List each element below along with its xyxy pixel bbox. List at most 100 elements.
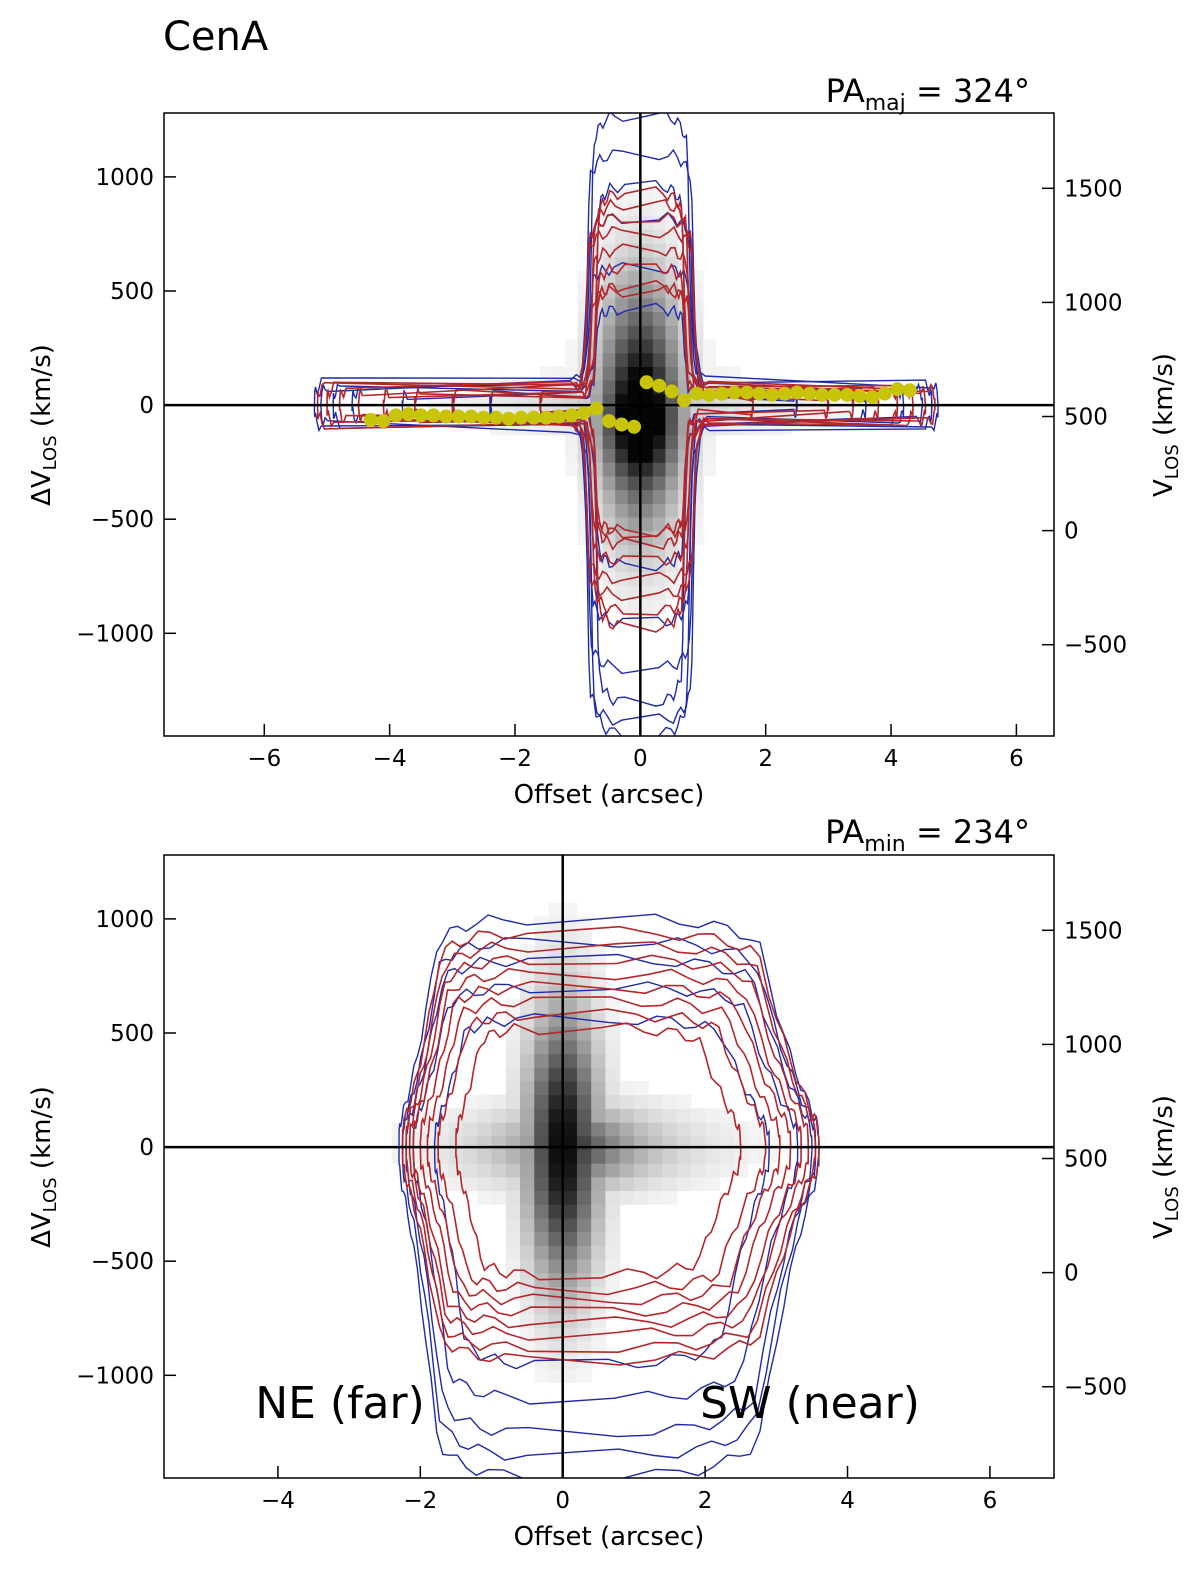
intensity-cell [534,1149,550,1164]
intensity-cell [534,1313,550,1328]
intensity-cell [505,1108,521,1123]
intensity-cell [448,1108,464,1123]
intensity-cell [562,1231,578,1246]
intensity-cell [615,311,629,326]
velocity-point [413,408,428,423]
intensity-cell [477,1108,493,1123]
intensity-cell [665,544,679,559]
intensity-cell [477,1094,493,1109]
velocity-point [627,419,642,434]
intensity-cell [602,475,616,491]
intensity-cell [627,352,641,367]
intensity-cell [434,1163,450,1178]
intensity-cell [640,462,654,477]
intensity-cell [520,1217,535,1233]
intensity-cell [534,1286,550,1301]
intensity-cell [534,1176,550,1192]
intensity-cell [534,1190,550,1205]
x-tick-label: 0 [633,746,648,772]
inner-contour [316,186,936,633]
intensity-cell [652,599,667,614]
intensity-cell [615,503,629,518]
y-tick-label-right: 500 [1064,1147,1108,1173]
intensity-cell [491,1108,507,1123]
intensity-cell [665,448,679,463]
inner-contour [413,262,855,551]
intensity-cell [605,1067,621,1082]
intensity-cell [477,1190,493,1205]
inner-contour [539,284,754,539]
intensity-cell [619,1122,635,1137]
intensity-cell [605,1108,621,1123]
velocity-point [877,386,892,401]
velocity-point [551,409,566,424]
y-tick-label-right: 1500 [1064,176,1123,202]
velocity-point [476,410,491,425]
intensity-cell [562,1026,578,1041]
intensity-cell [576,1368,592,1383]
intensity-cell [562,1080,578,1096]
intensity-cell [505,1053,521,1068]
intensity-cell [652,407,667,422]
intensity-cell [633,1176,649,1192]
intensity-cell [548,916,564,931]
intensity-cell [576,1286,592,1301]
intensity-cell [705,1163,720,1178]
intensity-cell [548,1149,564,1164]
intensity-cell [665,338,679,354]
velocity-point [689,386,704,401]
intensity-cell [591,957,607,972]
intensity-cell [640,311,654,326]
intensity-cell [615,516,629,532]
intensity-cell [534,1122,550,1137]
intensity-cell [591,1026,607,1041]
intensity-cell [615,366,629,381]
intensity-cell [677,448,692,463]
region-label-sw: SW (near) [700,1378,920,1429]
intensity-cell [627,311,641,326]
x-axis-label: Offset (arcsec) [514,780,705,810]
y-tick-label-right: −500 [1064,633,1127,659]
intensity-cell [565,448,579,463]
intensity-cell [640,229,654,244]
inner-contour [437,1008,767,1296]
intensity-cell [602,366,616,381]
intensity-cell [615,599,629,614]
intensity-cell [705,1176,720,1192]
intensity-cell [633,1108,649,1123]
intensity-cell [615,380,629,395]
intensity-cell [605,1122,621,1137]
intensity-cell [562,1272,578,1287]
intensity-cell [640,585,654,600]
velocity-point [376,414,391,429]
intensity-cell [640,188,654,203]
intensity-cell [605,1149,621,1164]
intensity-cell [719,1163,735,1178]
intensity-cell [627,462,641,477]
pa-annotation: PAmin = 234° [825,813,1030,857]
intensity-cell [520,1039,535,1055]
intensity-cell [665,434,679,450]
velocity-point [363,412,378,427]
pa-annotation: PAmaj = 324° [826,72,1030,116]
intensity-cell [652,188,667,203]
intensity-cell [534,1245,550,1260]
velocity-point [401,407,416,422]
intensity-cell [652,311,667,326]
intensity-cell [676,1094,692,1109]
x-axis-label: Offset (arcsec) [514,1522,705,1552]
intensity-cell [627,503,641,518]
intensity-cell [676,1108,692,1123]
intensity-cell [576,1067,592,1082]
intensity-cell [534,1094,550,1109]
intensity-cell [591,1012,607,1027]
intensity-cell [562,916,578,931]
intensity-cell [576,1176,592,1192]
intensity-cell [448,1176,464,1192]
intensity-cell [491,1163,507,1178]
intensity-cell [552,366,566,381]
intensity-cell [665,297,679,313]
intensity-cell [605,1258,621,1274]
intensity-cell [548,1313,564,1328]
intensity-cell [520,1190,535,1205]
